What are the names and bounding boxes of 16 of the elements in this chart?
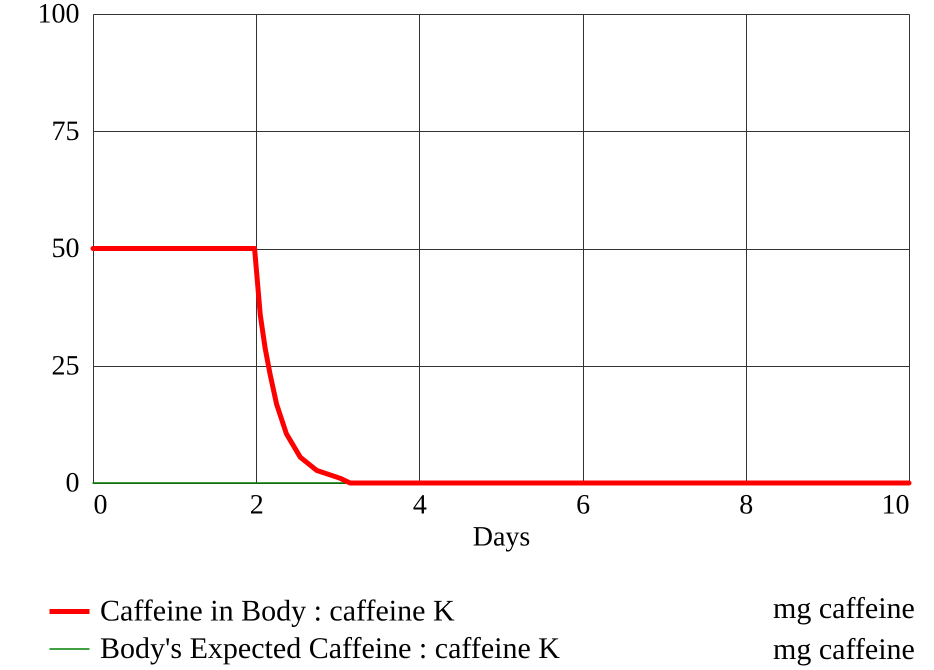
x-tick-label: 0	[94, 490, 108, 520]
x-tick-label: 2	[250, 490, 264, 520]
legend-label: Body's Expected Caffeine : caffeine K	[100, 632, 560, 665]
x-tick-label: 4	[412, 490, 427, 520]
y-tick-label: 25	[52, 350, 80, 382]
x-axis-title: Days	[472, 522, 530, 552]
y-tick-label: 0	[66, 468, 80, 498]
y-tick-label: 100	[38, 0, 80, 30]
x-tick-label: 6	[576, 490, 590, 520]
y-tick-label: 50	[52, 233, 80, 264]
text: mg caffeine	[773, 592, 915, 625]
text: mg caffeine	[773, 633, 915, 666]
x-tick-label: 10	[882, 490, 910, 520]
legend-label: Caffeine in Body : caffeine K	[100, 594, 455, 628]
y-tick-label: 75	[52, 116, 80, 147]
x-tick-label: 8	[739, 490, 754, 520]
